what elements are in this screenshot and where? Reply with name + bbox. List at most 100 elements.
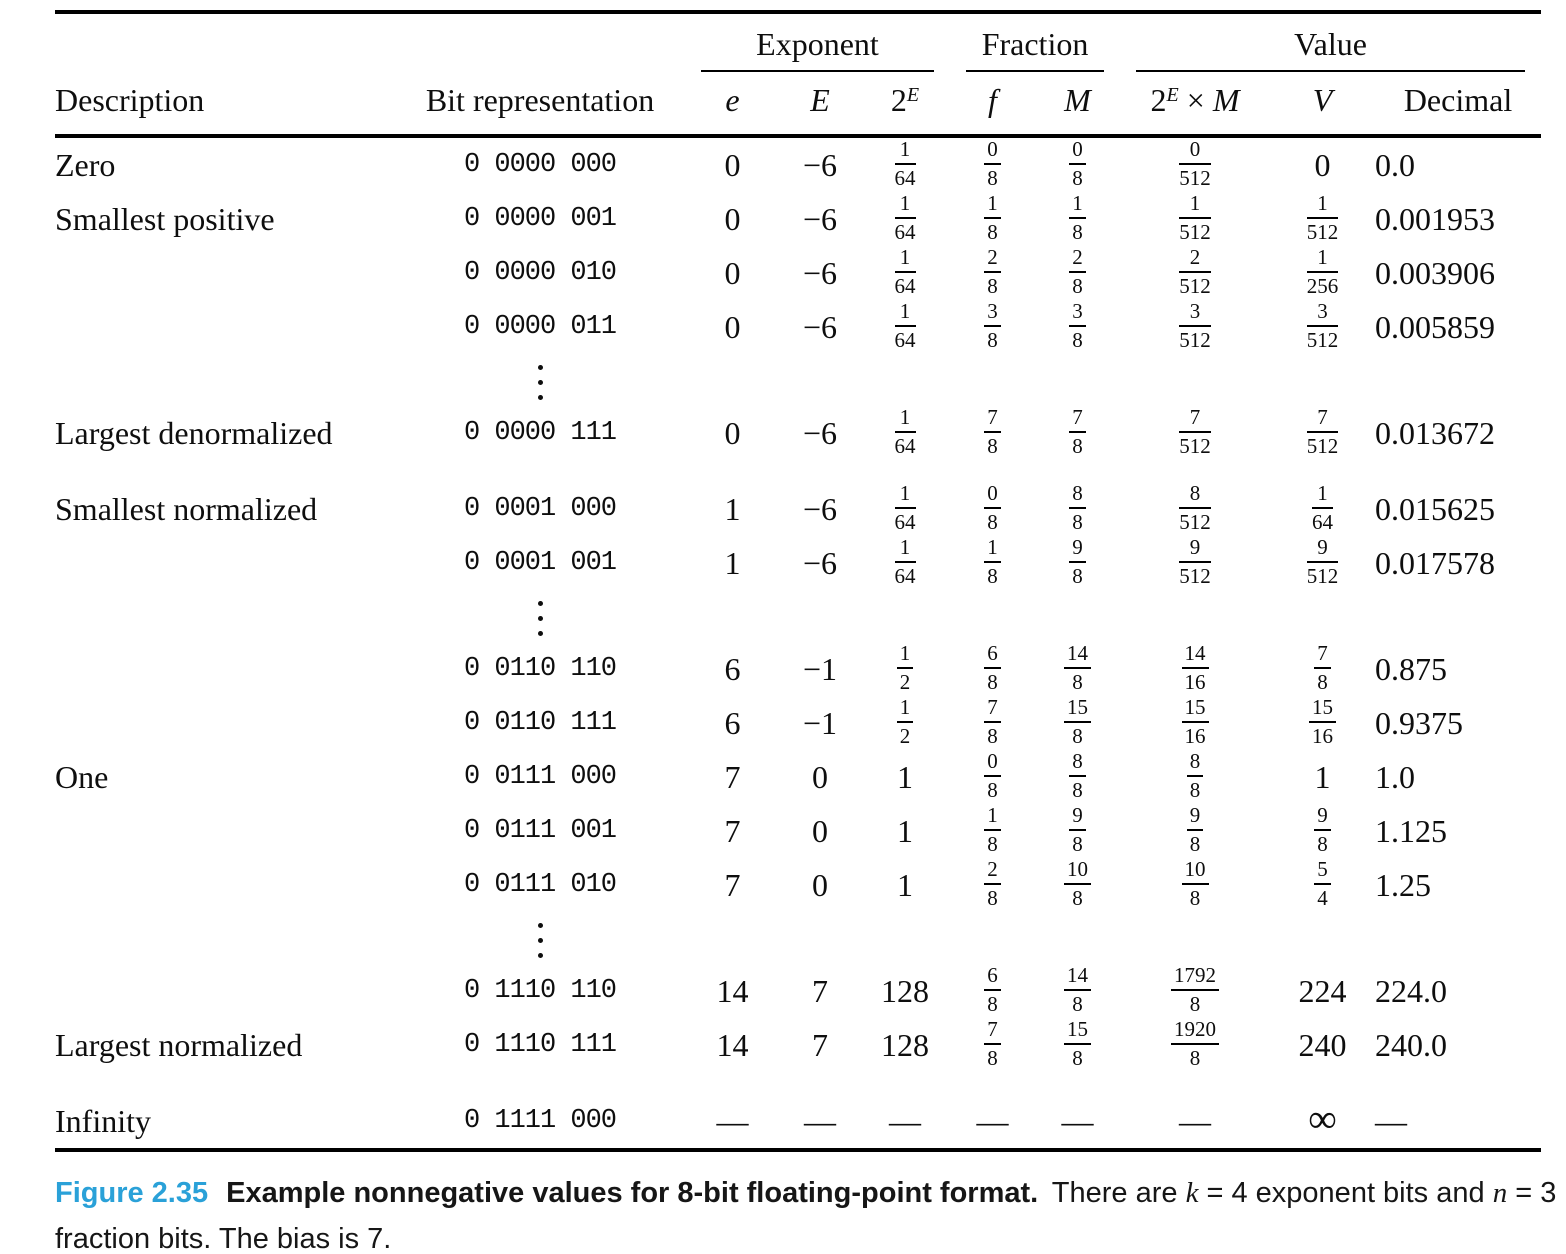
cell-prod <box>1120 590 1270 642</box>
cell-twoE: 1 64 <box>860 406 950 460</box>
vertical-ellipsis <box>537 600 543 636</box>
cell-E: −6 <box>780 192 860 246</box>
ellipsis-row <box>55 912 1541 964</box>
cell-M: 10 8 <box>1035 858 1120 912</box>
col-header-e: e <box>685 72 780 138</box>
cell-value: 7 <box>724 812 741 849</box>
cell-prod <box>1120 354 1270 406</box>
cell-value: −6 <box>802 490 838 527</box>
cell-prod: — <box>1120 1072 1270 1150</box>
cell-twoE: 1 64 <box>860 246 950 300</box>
cell-value: 0 0110 111 <box>463 708 617 738</box>
fraction: 1 64 <box>894 481 916 534</box>
cell-value: 0.015625 <box>1375 490 1496 527</box>
cell-twoE: 128 <box>860 1018 950 1072</box>
cell-description: Zero <box>55 136 395 192</box>
superscript: E <box>906 83 920 106</box>
fraction: 14 16 <box>1181 643 1209 693</box>
col-header-bits: Bit representation <box>395 72 685 138</box>
cell-bits: 0 0000 001 <box>395 192 685 246</box>
group-header-exponent: Exponent <box>685 12 950 72</box>
cell-value: Infinity <box>55 1102 151 1139</box>
cell-prod: 9 512 <box>1120 536 1270 590</box>
cell-value: −6 <box>802 308 838 345</box>
fraction: 0 512 <box>1179 137 1211 190</box>
cell-twoE <box>860 354 950 406</box>
cell-description <box>55 536 395 590</box>
cell-E: 7 <box>780 1018 860 1072</box>
cell-prod: 7 512 <box>1120 406 1270 460</box>
table-row: One 0 0111 000 7 0 1 0 8 8 8 8 8 1 1.0 <box>55 750 1541 804</box>
cell-value: −6 <box>802 146 838 183</box>
cell-e: 14 <box>685 964 780 1018</box>
cell-V: 3 512 <box>1270 300 1375 354</box>
cell-prod: 1 512 <box>1120 192 1270 246</box>
cell-value: 0 <box>724 254 741 291</box>
cell-V: 15 16 <box>1270 696 1375 750</box>
cell-V: 0 <box>1270 136 1375 192</box>
cell-value: 0.001953 <box>1375 200 1496 237</box>
cell-decimal: 0.001953 <box>1375 192 1541 246</box>
cell-twoE: 128 <box>860 964 950 1018</box>
cell-bits: 0 1110 111 <box>395 1018 685 1072</box>
cell-V <box>1270 354 1375 406</box>
fraction: 15 8 <box>1064 1019 1091 1069</box>
cell-value: 0 1111 000 <box>463 1106 617 1136</box>
cell-description <box>55 858 395 912</box>
cell-value: 1.0 <box>1375 758 1416 795</box>
cell-e: 7 <box>685 750 780 804</box>
cell-V: 1 <box>1270 750 1375 804</box>
cell-E: −6 <box>780 300 860 354</box>
cell-M <box>1035 590 1120 642</box>
cell-value: 0.0 <box>1375 146 1416 183</box>
cell-description <box>55 590 395 642</box>
cell-e: 0 <box>685 246 780 300</box>
cell-E: −6 <box>780 246 860 300</box>
fraction: 1 64 <box>894 535 916 588</box>
cell-value: 0 1110 111 <box>463 1030 617 1060</box>
cell-decimal: 1.0 <box>1375 750 1541 804</box>
col-header-f: f <box>950 72 1035 138</box>
cell-M <box>1035 354 1120 406</box>
cell-value: Smallest normalized <box>55 490 318 527</box>
cell-bits: 0 1110 110 <box>395 964 685 1018</box>
fraction: 1 64 <box>894 191 916 244</box>
cell-description <box>55 696 395 750</box>
cell-value: 224.0 <box>1375 972 1448 1009</box>
cell-bits: 0 0001 001 <box>395 536 685 590</box>
cell-e <box>685 590 780 642</box>
cell-bits: 0 0000 010 <box>395 246 685 300</box>
cell-value: 0 <box>812 866 828 903</box>
col-header-prod: 2E × M <box>1120 72 1271 138</box>
cell-value: — <box>976 1102 1009 1139</box>
col-header-twoE: 2E <box>860 72 950 138</box>
fraction: 7 512 <box>1179 405 1211 458</box>
cell-E: −1 <box>780 642 860 696</box>
fraction: 1 64 <box>894 299 916 352</box>
cell-decimal: 0.875 <box>1375 642 1541 696</box>
cell-value: — <box>1061 1102 1094 1139</box>
cell-value: 7 <box>724 866 741 903</box>
cell-decimal: 240.0 <box>1375 1018 1541 1072</box>
cell-value: −6 <box>802 254 838 291</box>
